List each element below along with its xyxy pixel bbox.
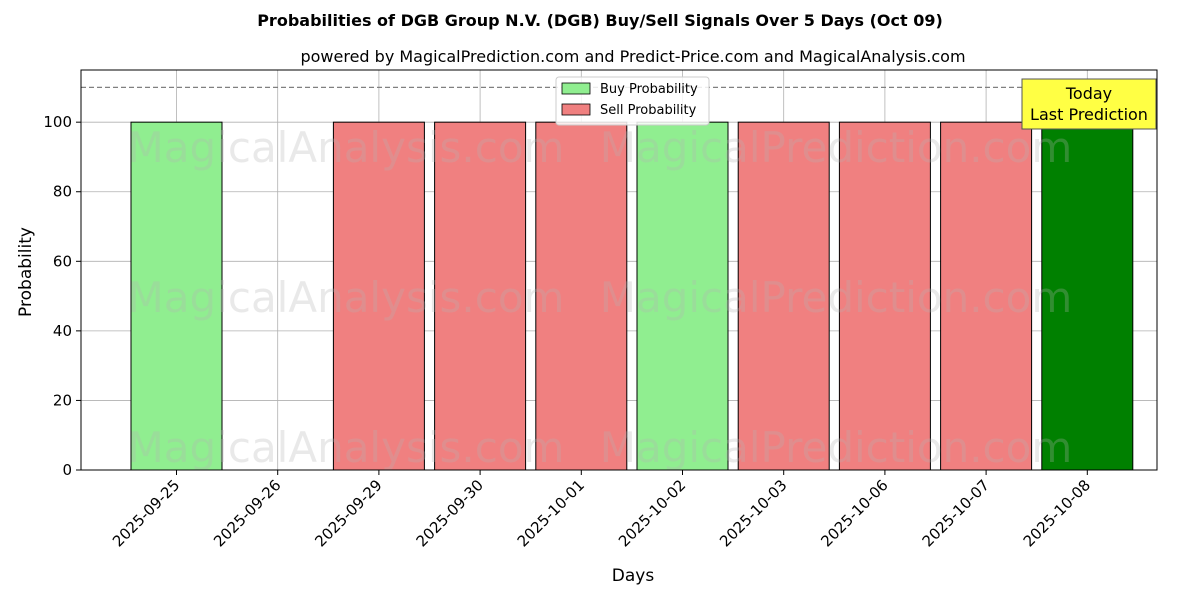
legend-label-buy: Buy Probability bbox=[600, 82, 698, 97]
sell-bar-2025-09-29 bbox=[332, 121, 425, 471]
bars bbox=[130, 121, 1134, 471]
x-tick-label: 2025-09-25 bbox=[109, 476, 183, 550]
sell-bar-2025-09-30 bbox=[434, 121, 527, 471]
y-ticks: 0 20 40 60 80 100 bbox=[43, 113, 81, 479]
x-tick-label: 2025-10-06 bbox=[817, 476, 891, 550]
sell-bar-2025-10-07 bbox=[940, 121, 1033, 471]
x-tick-label: 2025-09-29 bbox=[311, 476, 385, 550]
y-tick-label: 20 bbox=[53, 391, 72, 409]
x-tick-label: 2025-10-03 bbox=[716, 476, 790, 550]
sell-bar-2025-10-03 bbox=[737, 121, 830, 471]
today-annotation: Today Last Prediction bbox=[1021, 78, 1157, 130]
y-tick-label: 40 bbox=[53, 322, 72, 340]
x-tick-label: 2025-10-07 bbox=[919, 476, 993, 550]
annotation-box bbox=[1021, 78, 1157, 130]
x-axis-label: Days bbox=[612, 566, 655, 586]
watermark-text: MagicalPrediction.com bbox=[600, 423, 1073, 472]
plot-frame bbox=[80, 69, 1158, 471]
chart-subtitle: powered by MagicalPrediction.com and Pre… bbox=[300, 47, 965, 66]
legend-box bbox=[555, 76, 710, 126]
legend-swatch-sell bbox=[561, 103, 591, 116]
buy-bar-2025-09-25 bbox=[130, 121, 223, 471]
y-tick-label: 100 bbox=[43, 113, 72, 131]
legend: Buy Probability Sell Probability bbox=[555, 76, 710, 126]
x-tick-label: 2025-09-30 bbox=[413, 476, 487, 550]
x-tick-label: 2025-10-08 bbox=[1020, 476, 1094, 550]
x-tick-label: 2025-09-26 bbox=[210, 476, 284, 550]
x-tick-label: 2025-10-01 bbox=[514, 476, 588, 550]
watermark-text: MagicalAnalysis.com bbox=[128, 123, 565, 172]
watermarks: MagicalAnalysis.com MagicalPrediction.com… bbox=[128, 123, 1073, 472]
y-tick-label: 60 bbox=[53, 252, 72, 270]
watermark-text: MagicalAnalysis.com bbox=[128, 423, 565, 472]
chart-title: Probabilities of DGB Group N.V. (DGB) Bu… bbox=[257, 11, 943, 30]
watermark-text: MagicalPrediction.com bbox=[600, 273, 1073, 322]
x-ticks: 2025-09-25 2025-09-26 2025-09-29 2025-09-30… bbox=[109, 470, 1094, 550]
annotation-line-2: Last Prediction bbox=[1030, 105, 1148, 124]
y-axis-label: Probability bbox=[16, 227, 36, 317]
watermark-text: MagicalPrediction.com bbox=[600, 123, 1073, 172]
y-tick-label: 0 bbox=[62, 461, 72, 479]
sell-bar-2025-10-01 bbox=[535, 121, 628, 471]
legend-label-sell: Sell Probability bbox=[600, 103, 697, 118]
annotation-line-1: Today bbox=[1065, 84, 1112, 103]
legend-swatch-buy bbox=[561, 82, 591, 95]
x-tick-label: 2025-10-02 bbox=[615, 476, 689, 550]
y-tick-label: 80 bbox=[53, 183, 72, 201]
watermark-text: MagicalAnalysis.com bbox=[128, 273, 565, 322]
